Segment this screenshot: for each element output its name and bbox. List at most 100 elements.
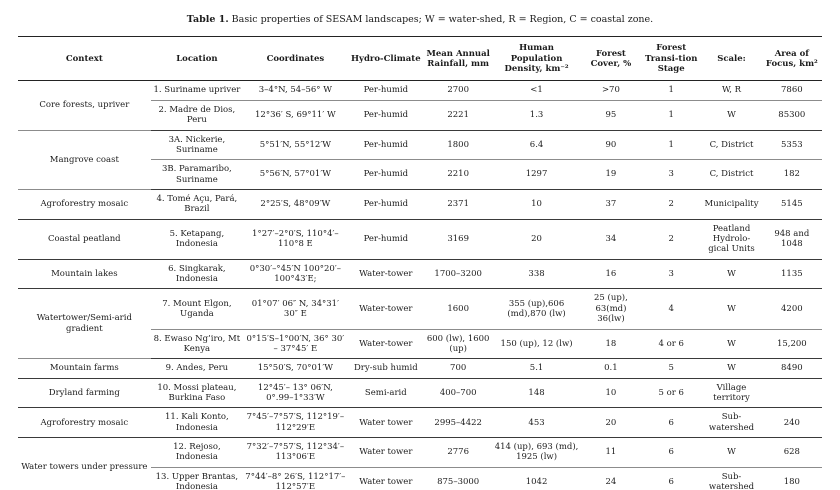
population-density-cell: 150 (up), 12 (lw)	[492, 329, 581, 360]
area-km2-cell: 7860	[761, 80, 822, 101]
transition-stage-cell: 2	[641, 219, 702, 260]
scale-cell: W	[701, 329, 762, 360]
table-row: Mountain farms 9. Andes, Peru 15°50′S, 70°…	[18, 358, 822, 379]
coordinates-cell: 0°30′–°45′N 100°20′–100°43′E;	[243, 259, 348, 290]
table-row: 2. Madre de Dios, Peru 12°36′ S, 69°11′ W…	[18, 100, 822, 131]
column-header: Coordinates	[243, 36, 348, 82]
column-header: Human Population Density, km⁻²	[492, 36, 581, 82]
forest-cover-pct-cell: 37	[580, 189, 642, 220]
area-km2-cell: 8490	[761, 358, 822, 379]
scale-cell: Village territory	[701, 378, 762, 409]
area-km2-cell: 85300	[761, 100, 822, 131]
table-row: 13. Upper Brantas, Indonesia 7°44′–8° 26′…	[18, 467, 822, 490]
sesam-properties-table: Context Location Coordinates Hydro-Climate M…	[18, 36, 822, 490]
transition-stage-cell: 6	[641, 407, 702, 439]
scale-cell: W	[701, 358, 762, 379]
table-row: Dryland farming 10. Mossi plateau, Burkin…	[18, 378, 822, 409]
hydro-climate-cell: Water-tower	[347, 329, 424, 360]
table-row: Core forests, upriver 1. Suriname upriver…	[18, 80, 822, 131]
location-cell: 13. Upper Brantas, Indonesia	[150, 467, 244, 490]
coordinates-cell: 3–4°N, 54–56° W	[243, 80, 348, 101]
location-cell: 5. Ketapang, Indonesia	[150, 219, 244, 260]
hydro-climate-cell: Per-humid	[347, 189, 424, 220]
location-cell: 2. Madre de Dios, Peru	[150, 100, 244, 131]
coordinates-cell: 5°51′N, 55°12′W	[243, 130, 348, 161]
column-header: Area of Focus, km²	[761, 36, 822, 82]
table-row: 3B. Paramaribo, Suriname 5°56′N, 57°01′W P…	[18, 159, 822, 190]
coordinates-cell: 0°15′S–1°00′N, 36° 30′ – 37°45′ E	[243, 329, 348, 360]
scale-cell: W, R	[701, 80, 762, 101]
table-row: Watertower/Semi-arid gradient 7. Mount El…	[18, 288, 822, 360]
transition-stage-cell: 1	[641, 80, 702, 101]
rainfall-mm-cell: 2210	[424, 159, 493, 190]
location-cell: 7. Mount Elgon, Uganda	[150, 288, 244, 330]
rainfall-mm-cell: 3169	[424, 219, 493, 260]
population-density-cell: 5.1	[492, 358, 581, 379]
context-cell: Agroforestry mosaic	[18, 407, 151, 439]
transition-stage-cell: 6	[641, 467, 702, 490]
scale-cell: W	[701, 288, 762, 330]
column-header: Scale:	[701, 36, 762, 82]
population-density-cell: 6.4	[492, 130, 581, 161]
forest-cover-pct-cell: >70	[580, 80, 642, 101]
population-density-cell: 1297	[492, 159, 581, 190]
area-km2-cell: 5145	[761, 189, 822, 220]
scale-cell: W	[701, 259, 762, 290]
rainfall-mm-cell: 400–700	[424, 378, 493, 409]
area-km2-cell: 1135	[761, 259, 822, 290]
area-km2-cell: 628	[761, 437, 822, 468]
location-cell: 4. Tomé Açu, Pará, Brazil	[150, 189, 244, 220]
rainfall-mm-cell: 1800	[424, 130, 493, 161]
location-cell: 3B. Paramaribo, Suriname	[150, 159, 244, 190]
coordinates-cell: 1°27′–2°0′S, 110°4′–110°8 E	[243, 219, 348, 260]
table-body: Core forests, upriver 1. Suriname upriver…	[18, 80, 822, 490]
location-cell: 1. Suriname upriver	[150, 80, 244, 101]
table-header-row: Context Location Coordinates Hydro-Climate M…	[18, 36, 822, 82]
transition-stage-cell: 3	[641, 259, 702, 290]
hydro-climate-cell: Semi-arid	[347, 378, 424, 409]
forest-cover-pct-cell: 34	[580, 219, 642, 260]
hydro-climate-cell: Water tower	[347, 437, 424, 468]
forest-cover-pct-cell: 20	[580, 407, 642, 439]
scale-cell: Sub-watershed	[701, 407, 762, 439]
coordinates-cell: 7°44′–8° 26′S, 112°17′–112°57′E	[243, 467, 348, 490]
context-cell: Agroforestry mosaic	[18, 189, 151, 220]
forest-cover-pct-cell: 18	[580, 329, 642, 360]
population-density-cell: 1.3	[492, 100, 581, 131]
forest-cover-pct-cell: 90	[580, 130, 642, 161]
coordinates-cell: 15°50′S, 70°01′W	[243, 358, 348, 379]
forest-cover-pct-cell: 10	[580, 378, 642, 409]
column-header: Mean Annual Rainfall, mm	[424, 36, 493, 82]
hydro-climate-cell: Per-humid	[347, 130, 424, 161]
rainfall-mm-cell: 875–3000	[424, 467, 493, 490]
table-row: Mountain lakes 6. Singkarak, Indonesia 0°3…	[18, 259, 822, 290]
context-cell: Mountain farms	[18, 358, 151, 379]
table-caption: Table 1. Basic properties of SESAM lands…	[18, 14, 822, 26]
hydro-climate-cell: Water tower	[347, 407, 424, 439]
population-density-cell: 1042	[492, 467, 581, 490]
rainfall-mm-cell: 1700–3200	[424, 259, 493, 290]
transition-stage-cell: 4 or 6	[641, 329, 702, 360]
forest-cover-pct-cell: 19	[580, 159, 642, 190]
transition-stage-cell: 4	[641, 288, 702, 330]
transition-stage-cell: 3	[641, 159, 702, 190]
area-km2-cell: 15,200	[761, 329, 822, 360]
context-cell: Core forests, upriver	[18, 80, 151, 131]
transition-stage-cell: 6	[641, 437, 702, 468]
population-density-cell: 453	[492, 407, 581, 439]
coordinates-cell: 01°07′ 06″ N, 34°31′ 30″ E	[243, 288, 348, 330]
area-km2-cell: 180	[761, 467, 822, 490]
coordinates-cell: 7°32′–7°57′S, 112°34′–113°06′E	[243, 437, 348, 468]
location-cell: 12. Rejoso, Indonesia	[150, 437, 244, 468]
population-density-cell: 338	[492, 259, 581, 290]
area-km2-cell: 4200	[761, 288, 822, 330]
table-row: Agroforestry mosaic 4. Tomé Açu, Pará, Br…	[18, 189, 822, 220]
context-cell: Mangrove coast	[18, 130, 151, 190]
scale-cell: Sub-watershed	[701, 467, 762, 490]
table-row: Water towers under pressure 12. Rejoso, I…	[18, 437, 822, 490]
rainfall-mm-cell: 2700	[424, 80, 493, 101]
location-cell: 3A. Nickerie, Suriname	[150, 130, 244, 161]
population-density-cell: <1	[492, 80, 581, 101]
forest-cover-pct-cell: 25 (up), 63(md) 36(lw)	[580, 288, 642, 330]
coordinates-cell: 5°56′N, 57°01′W	[243, 159, 348, 190]
